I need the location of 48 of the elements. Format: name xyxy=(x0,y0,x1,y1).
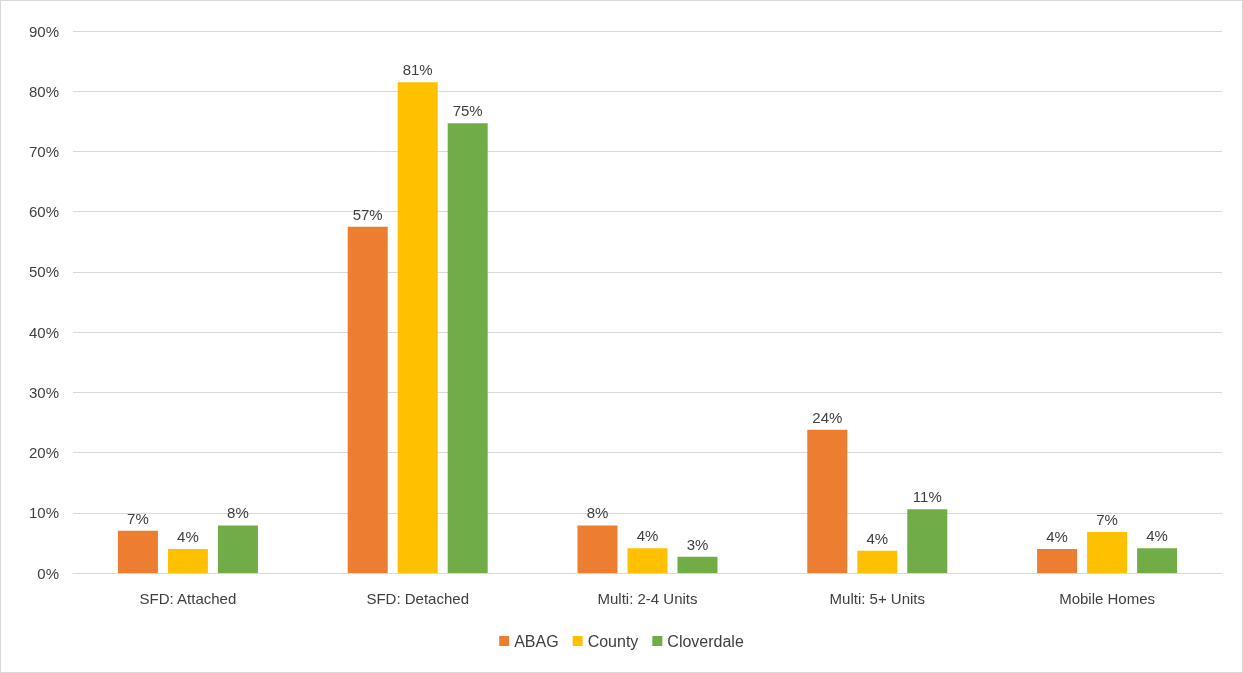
y-tick-label: 70% xyxy=(28,142,59,160)
bar xyxy=(447,123,488,573)
bar xyxy=(217,525,258,573)
bar xyxy=(807,429,848,573)
data-label: 11% xyxy=(912,488,942,506)
data-label: 57% xyxy=(352,205,383,223)
y-tick-label: 40% xyxy=(28,323,59,341)
data-label: 4% xyxy=(866,529,889,547)
x-tick-label: SFD: Attached xyxy=(139,590,237,607)
data-label: 7% xyxy=(127,509,149,527)
bar xyxy=(397,82,438,573)
data-label: 24% xyxy=(812,408,843,426)
bar xyxy=(577,525,618,573)
data-label: 3% xyxy=(686,535,709,553)
y-tick-label: 60% xyxy=(28,203,59,221)
data-label: 4% xyxy=(1046,527,1068,545)
bar xyxy=(907,509,948,573)
bar xyxy=(857,550,898,573)
y-tick-label: 0% xyxy=(37,564,59,582)
bar xyxy=(677,556,718,573)
bar xyxy=(117,530,158,573)
bar xyxy=(347,226,388,573)
data-label: 4% xyxy=(177,527,199,545)
y-tick-label: 50% xyxy=(28,263,59,281)
data-label: 8% xyxy=(586,504,609,522)
data-label: 81% xyxy=(402,61,433,79)
y-tick-label: 30% xyxy=(28,383,59,401)
bar xyxy=(1137,548,1178,573)
y-tick-label: 20% xyxy=(28,444,59,462)
bar xyxy=(1087,532,1128,573)
legend-label: Cloverdale xyxy=(667,632,744,650)
data-label: 7% xyxy=(1096,511,1118,529)
data-label: 4% xyxy=(636,527,659,545)
y-tick-label: 10% xyxy=(28,504,59,522)
x-tick-label: Mobile Homes xyxy=(1059,590,1156,607)
y-tick-label: 80% xyxy=(28,82,59,100)
y-tick-label: 90% xyxy=(28,22,59,40)
data-label: 75% xyxy=(452,102,483,120)
bar xyxy=(1037,548,1078,573)
x-tick-label: Multi: 5+ Units xyxy=(829,590,926,607)
bar xyxy=(627,548,668,573)
data-label: 4% xyxy=(1146,527,1168,545)
legend-label: ABAG xyxy=(514,632,559,650)
x-tick-label: Multi: 2-4 Units xyxy=(597,590,698,607)
data-label: 8% xyxy=(227,504,249,522)
x-tick-label: SFD: Detached xyxy=(366,590,469,607)
legend-label: County xyxy=(587,632,639,650)
bar xyxy=(167,548,208,573)
